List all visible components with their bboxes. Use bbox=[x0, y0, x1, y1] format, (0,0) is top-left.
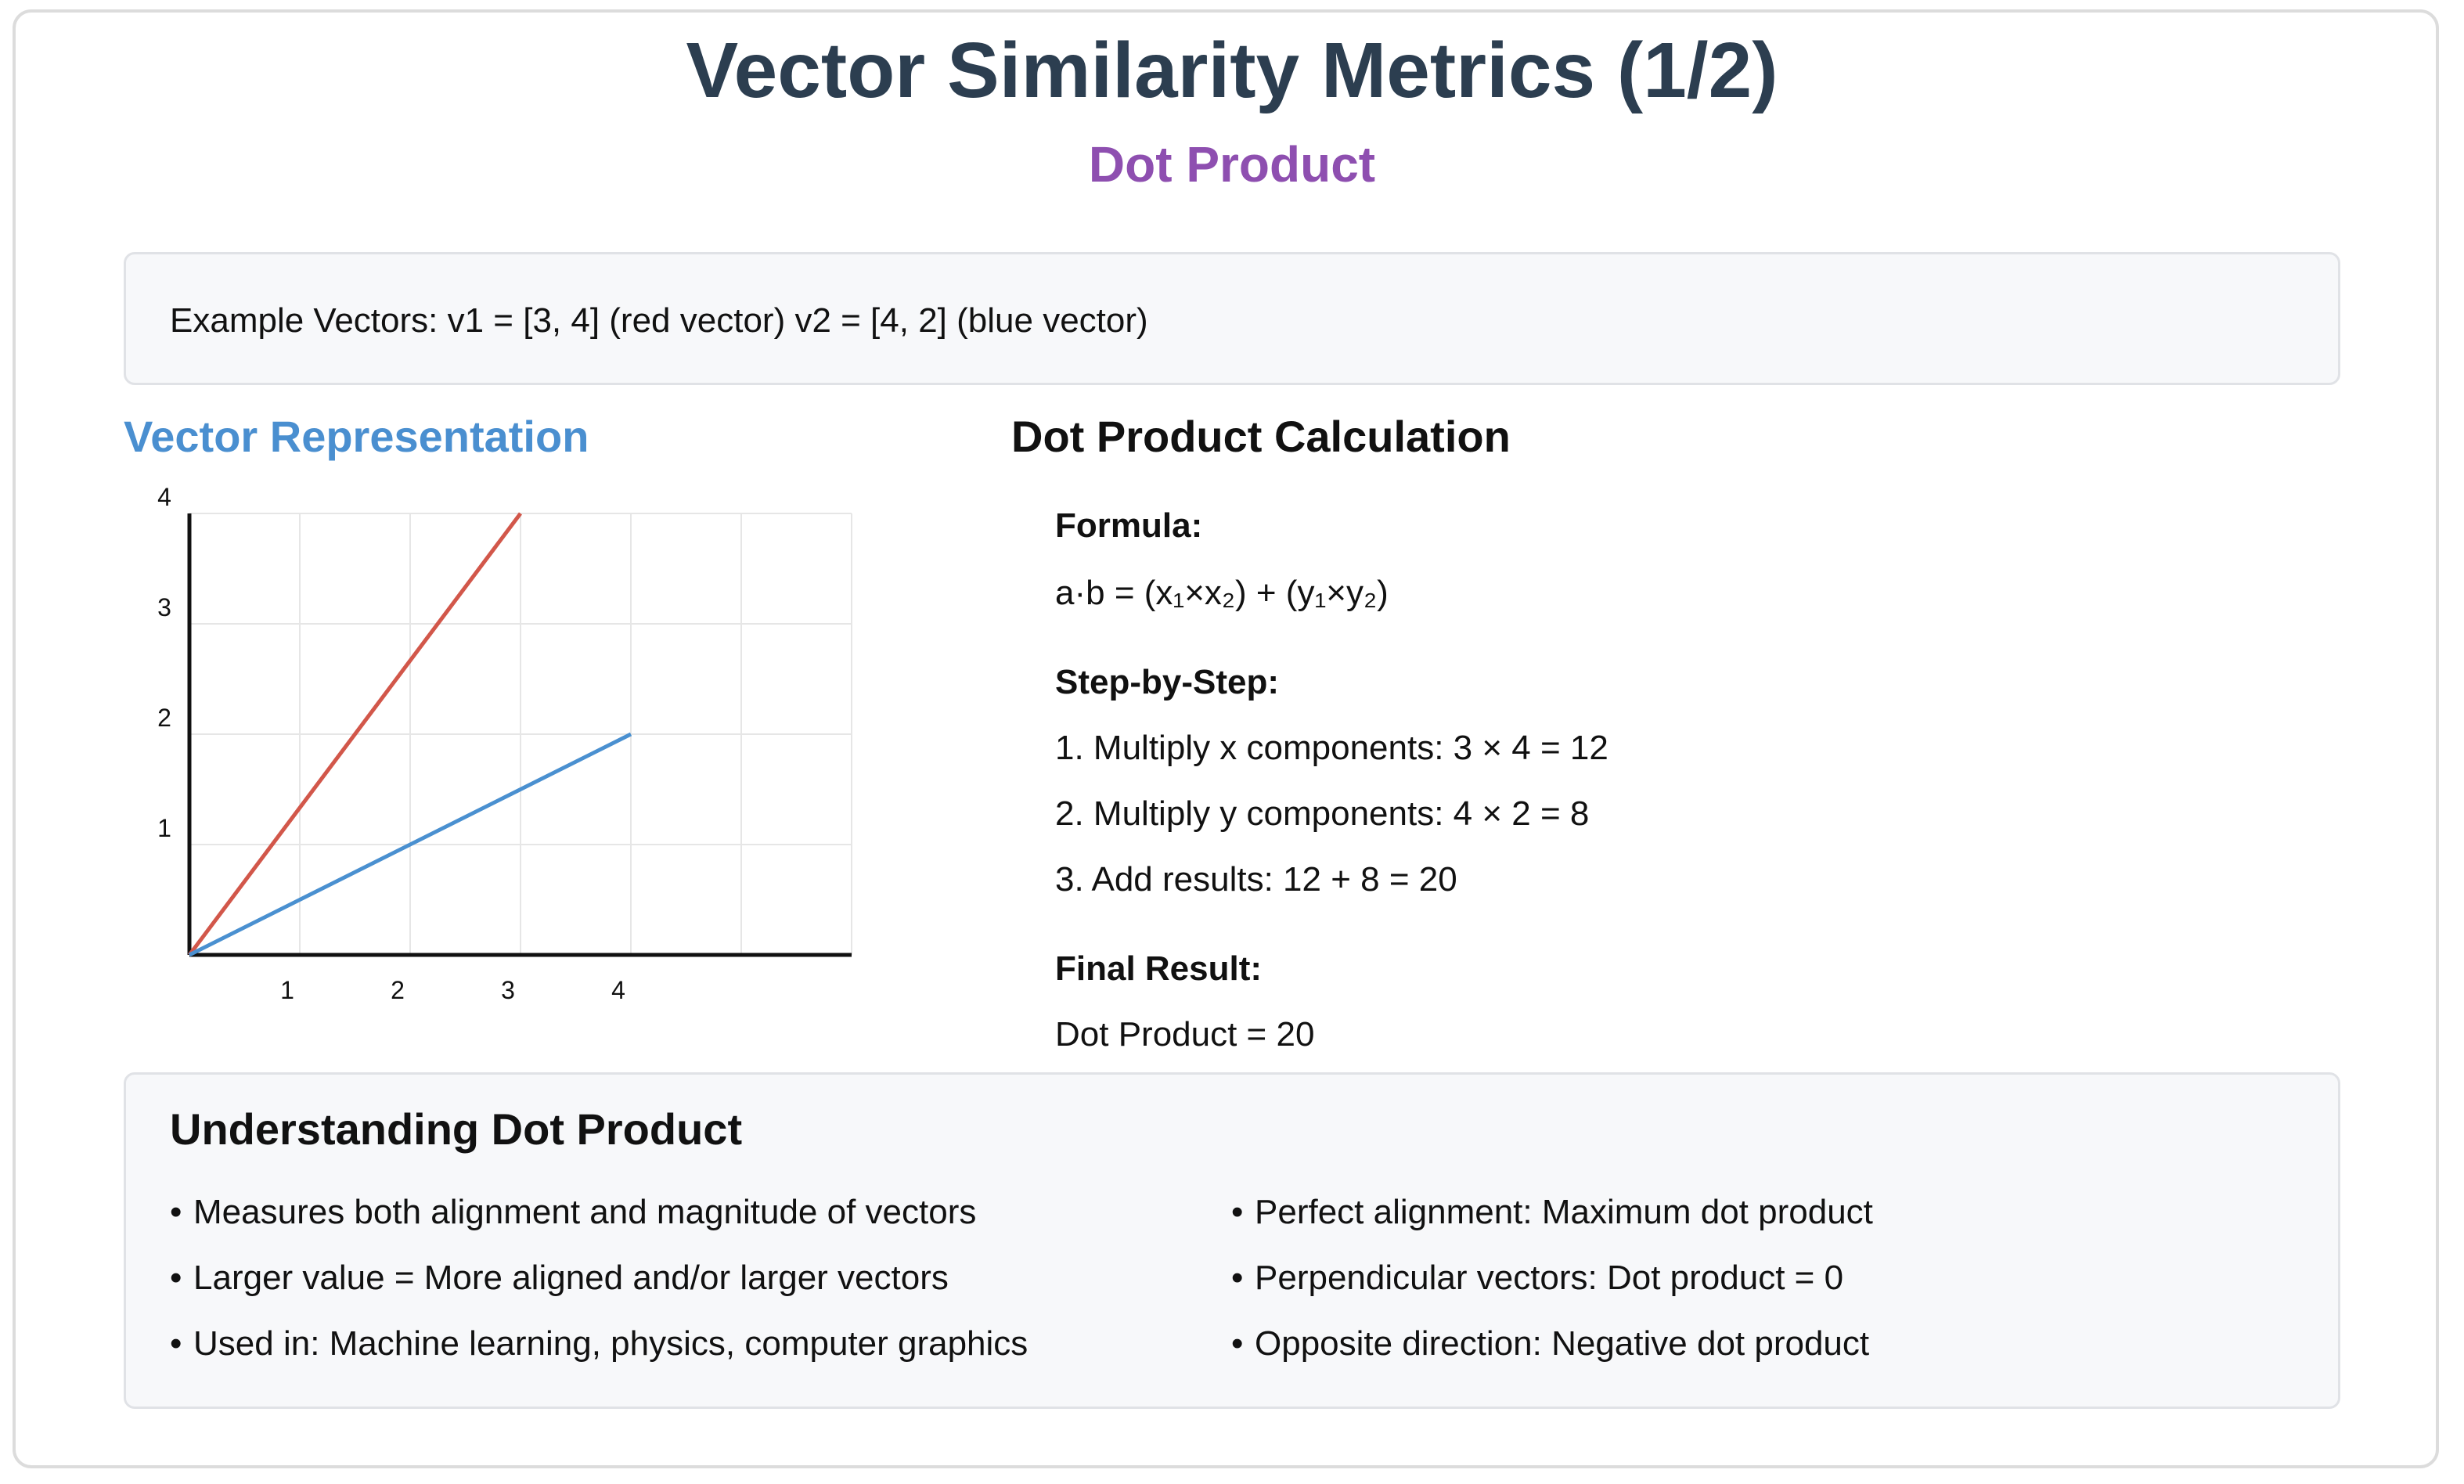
result-text: Dot Product = 20 bbox=[1055, 1015, 1315, 1054]
list-item-text: Perpendicular vectors: Dot product = 0 bbox=[1255, 1259, 1844, 1297]
y-tick-label: 1 bbox=[157, 814, 171, 842]
vector-v1-line bbox=[188, 512, 522, 956]
formula-text: a·b = (x₁×x₂) + (y₁×y₂) bbox=[1055, 574, 1389, 612]
step-item: 1. Multiply x components: 3 × 4 = 12 bbox=[1055, 729, 1608, 767]
vector-chart: 1 2 3 4 1 2 3 4 bbox=[157, 485, 852, 1004]
list-item: • Measures both alignment and magnitude o… bbox=[170, 1189, 976, 1236]
example-vectors-text: Example Vectors: v1 = [3, 4] (red vector… bbox=[170, 301, 1148, 340]
step-item: 3. Add results: 12 + 8 = 20 bbox=[1055, 860, 1457, 899]
x-tick-label: 3 bbox=[501, 976, 515, 1004]
x-tick-label: 2 bbox=[391, 976, 405, 1004]
vector-v2-line bbox=[188, 732, 632, 957]
list-item-text: Larger value = More aligned and/or large… bbox=[193, 1259, 949, 1297]
y-tick-label: 2 bbox=[157, 704, 171, 732]
formula-label: Formula: bbox=[1055, 506, 1203, 545]
bullet-icon: • bbox=[170, 1193, 182, 1231]
y-tick-label: 3 bbox=[157, 593, 171, 621]
y-tick-label: 4 bbox=[157, 485, 171, 511]
understanding-panel: Understanding Dot Product • Measures both… bbox=[124, 1072, 2340, 1409]
vector-representation-heading: Vector Representation bbox=[124, 412, 589, 461]
list-item: • Perfect alignment: Maximum dot product bbox=[1231, 1189, 1873, 1236]
list-item: • Opposite direction: Negative dot produc… bbox=[1231, 1320, 1869, 1367]
list-item: • Used in: Machine learning, physics, com… bbox=[170, 1320, 1028, 1367]
list-item: • Larger value = More aligned and/or larg… bbox=[170, 1255, 949, 1302]
result-label: Final Result: bbox=[1055, 949, 1263, 988]
bullet-icon: • bbox=[1231, 1193, 1244, 1231]
list-item-text: Used in: Machine learning, physics, comp… bbox=[193, 1324, 1028, 1363]
list-item-text: Opposite direction: Negative dot product bbox=[1255, 1324, 1870, 1363]
list-item-text: Perfect alignment: Maximum dot product bbox=[1255, 1193, 1873, 1231]
bullet-icon: • bbox=[1231, 1259, 1244, 1297]
page-title: Vector Similarity Metrics (1/2) bbox=[686, 27, 1778, 114]
page-subtitle: Dot Product bbox=[1088, 136, 1376, 193]
bullet-icon: • bbox=[170, 1259, 182, 1297]
example-panel: Example Vectors: v1 = [3, 4] (red vector… bbox=[124, 252, 2340, 385]
list-item: • Perpendicular vectors: Dot product = 0 bbox=[1231, 1255, 1843, 1302]
understanding-title: Understanding Dot Product bbox=[170, 1104, 743, 1154]
step-item: 2. Multiply y components: 4 × 2 = 8 bbox=[1055, 794, 1590, 833]
x-tick-label: 4 bbox=[611, 976, 625, 1004]
calculation-heading: Dot Product Calculation bbox=[1011, 412, 1511, 461]
bullet-icon: • bbox=[170, 1324, 182, 1363]
x-tick-label: 1 bbox=[280, 976, 294, 1004]
bullet-icon: • bbox=[1231, 1324, 1244, 1363]
steps-label: Step-by-Step: bbox=[1055, 663, 1279, 701]
list-item-text: Measures both alignment and magnitude of… bbox=[193, 1193, 977, 1231]
